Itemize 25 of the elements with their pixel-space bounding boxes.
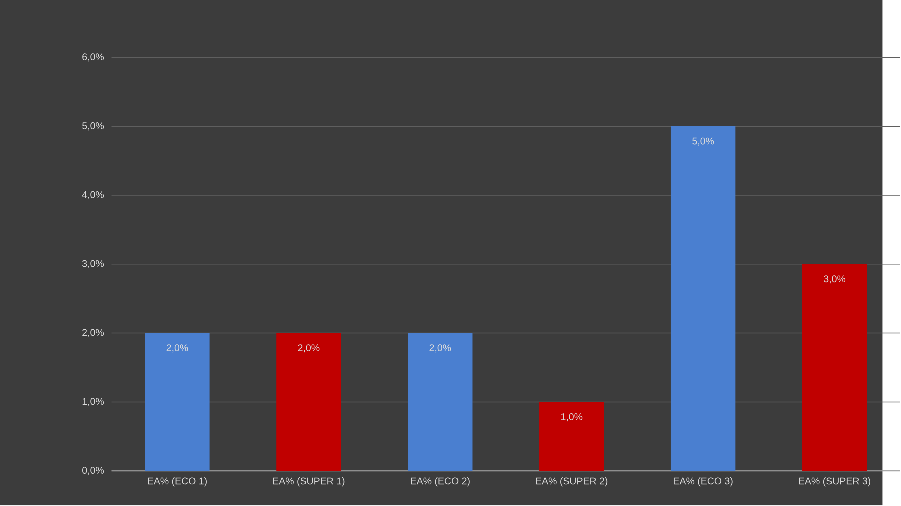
x-tick-label: EA% (SUPER 3) [799, 478, 871, 487]
y-tick-label: 4,0% [82, 192, 104, 200]
x-tick-label: EA% (ECO 3) [674, 478, 733, 487]
x-tick-label: EA% (ECO 2) [411, 478, 470, 487]
bar [408, 333, 473, 472]
bar [276, 333, 342, 472]
x-tick-label: EA% (SUPER 1) [273, 478, 345, 487]
bar [540, 402, 604, 472]
y-tick-label: 2,0% [82, 329, 104, 338]
bar [145, 333, 210, 472]
y-tick-label: 3,0% [82, 260, 104, 269]
y-tick-label: 6,0% [82, 54, 104, 62]
y-tick-label: 0,0% [82, 467, 104, 476]
data-label: 5,0% [692, 138, 714, 146]
data-label: 2,0% [166, 344, 188, 353]
data-label: 2,0% [430, 344, 452, 353]
x-tick-label: EA% (ECO 1) [148, 478, 207, 487]
data-label: 2,0% [298, 344, 320, 353]
bar [670, 126, 736, 472]
data-label: 1,0% [561, 414, 583, 422]
bar [802, 264, 868, 472]
data-label: 3,0% [824, 276, 846, 284]
y-tick-label: 5,0% [82, 122, 104, 131]
x-tick-label: EA% (SUPER 2) [536, 478, 608, 487]
y-tick-label: 1,0% [82, 398, 104, 406]
